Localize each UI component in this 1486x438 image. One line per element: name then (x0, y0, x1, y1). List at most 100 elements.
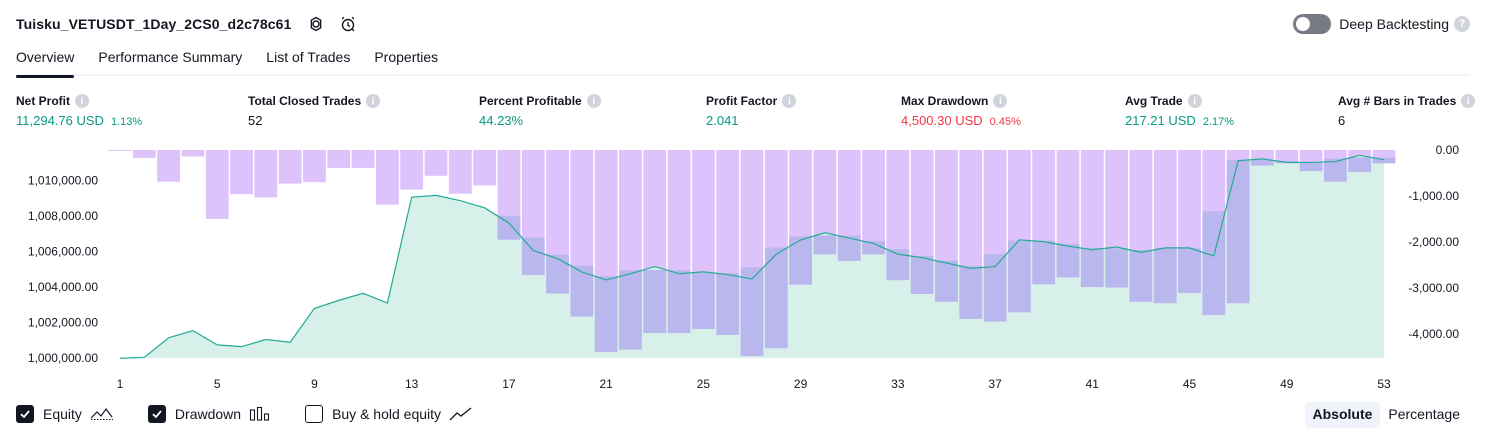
drawdown-bar (424, 150, 448, 176)
tab-performance-summary[interactable]: Performance Summary (98, 49, 243, 65)
y-right-tick-label: -4,000.00 (1408, 327, 1459, 341)
percentage-button[interactable]: Percentage (1388, 406, 1460, 422)
drawdown-overlap-bar (862, 240, 885, 255)
stat-avg-bars-in-trades: Avg # Bars in Trades i 6 (1338, 93, 1476, 129)
drawdown-overlap-bar (643, 269, 667, 334)
equity-area (120, 155, 1384, 359)
drawdown-overlap-bar (764, 247, 788, 349)
drawdown-overlap-bar (521, 237, 545, 276)
x-tick-label: 9 (311, 377, 318, 391)
drawdown-bar (448, 150, 472, 194)
drawdown-bar (813, 150, 837, 255)
stat-label: Avg Trade (1125, 94, 1183, 108)
stat-label: Profit Factor (706, 94, 778, 108)
info-icon[interactable]: i (1187, 94, 1202, 108)
drawdown-bar (303, 150, 326, 183)
stat-profit-factor: Profit Factor i 2.041 (706, 93, 797, 129)
deep-backtesting-toggle[interactable] (1293, 14, 1332, 34)
drawdown-overlap-bar (1129, 249, 1153, 302)
info-icon[interactable]: i (366, 94, 381, 108)
drawdown-checkbox[interactable] (147, 405, 166, 423)
y-left-tick-label: 1,008,000.00 (28, 209, 98, 223)
drawdown-overlap-bar (667, 270, 691, 334)
x-tick-label: 41 (1086, 377, 1100, 391)
drawdown-overlap-bar (716, 273, 740, 335)
legend-drawdown[interactable]: Drawdown (147, 405, 271, 423)
drawdown-overlap-bar (959, 265, 983, 319)
y-left-tick-label: 1,000,000.00 (28, 351, 98, 365)
stat-value: 44.23% (479, 113, 524, 128)
stat-sub-value: 2.17% (1202, 116, 1235, 128)
deep-backtesting-label: Deep Backtesting (1339, 16, 1449, 32)
drawdown-overlap-bar (886, 249, 910, 281)
drawdown-bar (230, 150, 253, 195)
drawdown-overlap-bar (837, 235, 861, 261)
drawdown-bar (181, 150, 205, 157)
drawdown-overlap-bar (1226, 159, 1250, 304)
equity-line (119, 154, 1385, 359)
stat-label: Net Profit (16, 94, 70, 108)
stat-value: 6 (1338, 113, 1346, 128)
buy-hold-checkbox[interactable] (305, 405, 324, 423)
drawdown-overlap-bar (1178, 247, 1201, 294)
settings-icon[interactable] (305, 13, 327, 35)
x-tick-label: 17 (502, 377, 516, 391)
stat-value: 11,294.76 USD (16, 113, 104, 128)
legend-equity[interactable]: Equity (16, 405, 114, 423)
stat-percent-profitable: Percent Profitable i 44.23% (479, 93, 601, 129)
info-icon[interactable]: i (1461, 94, 1476, 108)
stat-label: Total Closed Trades (248, 94, 362, 108)
drawdown-bars-icon (249, 406, 271, 422)
info-icon[interactable]: i (75, 94, 89, 108)
drawdown-overlap-bar (1323, 158, 1347, 182)
equity-line-icon (90, 406, 114, 422)
info-icon[interactable]: i (993, 94, 1008, 108)
drawdown-bar (278, 150, 302, 184)
stat-total-closed-trades: Total Closed Trades i 52 (248, 93, 381, 129)
info-icon[interactable]: i (782, 94, 797, 108)
alarm-clock-icon[interactable] (337, 13, 359, 35)
drawdown-overlap-bar (1202, 211, 1226, 316)
deep-backtesting: Deep Backtesting ? (1293, 12, 1470, 36)
drawdown-overlap-bar (1348, 157, 1372, 173)
drawdown-overlap-bar (813, 235, 837, 255)
legend-buy-hold[interactable]: Buy & hold equity (305, 405, 473, 423)
drawdown-bar (157, 150, 181, 182)
stat-avg-trade: Avg Trade i 217.21 USD 2.17% (1125, 93, 1234, 129)
y-left-tick-label: 1,002,000.00 (28, 316, 98, 330)
drawdown-overlap-bar (497, 215, 521, 240)
x-tick-label: 25 (697, 377, 711, 391)
tab-overview[interactable]: Overview (16, 46, 75, 78)
tab-list-of-trades[interactable]: List of Trades (266, 49, 351, 65)
stat-sub-value: 1.13% (110, 116, 143, 128)
absolute-button[interactable]: Absolute (1304, 402, 1381, 428)
x-tick-label: 29 (794, 377, 808, 391)
drawdown-bar (351, 150, 375, 168)
help-icon[interactable]: ? (1454, 16, 1470, 32)
chart-legend: Equity Drawdown Buy & hold equity (16, 402, 507, 426)
y-left-tick-label: 1,004,000.00 (28, 280, 98, 294)
stat-value: 2.041 (706, 113, 739, 128)
drawdown-overlap-bar (1105, 248, 1129, 288)
y-left-tick-label: 1,006,000.00 (28, 244, 98, 258)
drawdown-overlap-bar (740, 267, 764, 357)
drawdown-overlap-bar (1080, 247, 1104, 288)
info-icon[interactable]: i (586, 94, 601, 108)
tab-properties[interactable]: Properties (374, 49, 439, 65)
x-tick-label: 13 (405, 377, 419, 391)
x-tick-label: 37 (988, 377, 1002, 391)
legend-label: Buy & hold equity (332, 406, 442, 422)
equity-checkbox[interactable] (16, 405, 34, 423)
drawdown-overlap-bar (1056, 244, 1080, 278)
drawdown-overlap-bar (1032, 240, 1056, 285)
y-right-tick-label: -2,000.00 (1408, 235, 1459, 249)
drawdown-overlap-bar (1372, 157, 1396, 164)
x-tick-label: 21 (599, 377, 613, 391)
drawdown-overlap-bar (1299, 162, 1323, 172)
drawdown-overlap-bar (983, 254, 1007, 322)
drawdown-overlap-bar (691, 272, 715, 329)
drawdown-bar (132, 150, 156, 158)
drawdown-bar (375, 150, 399, 205)
y-right-tick-label: 0.00 (1436, 143, 1460, 157)
buy-hold-line-icon (449, 406, 473, 422)
